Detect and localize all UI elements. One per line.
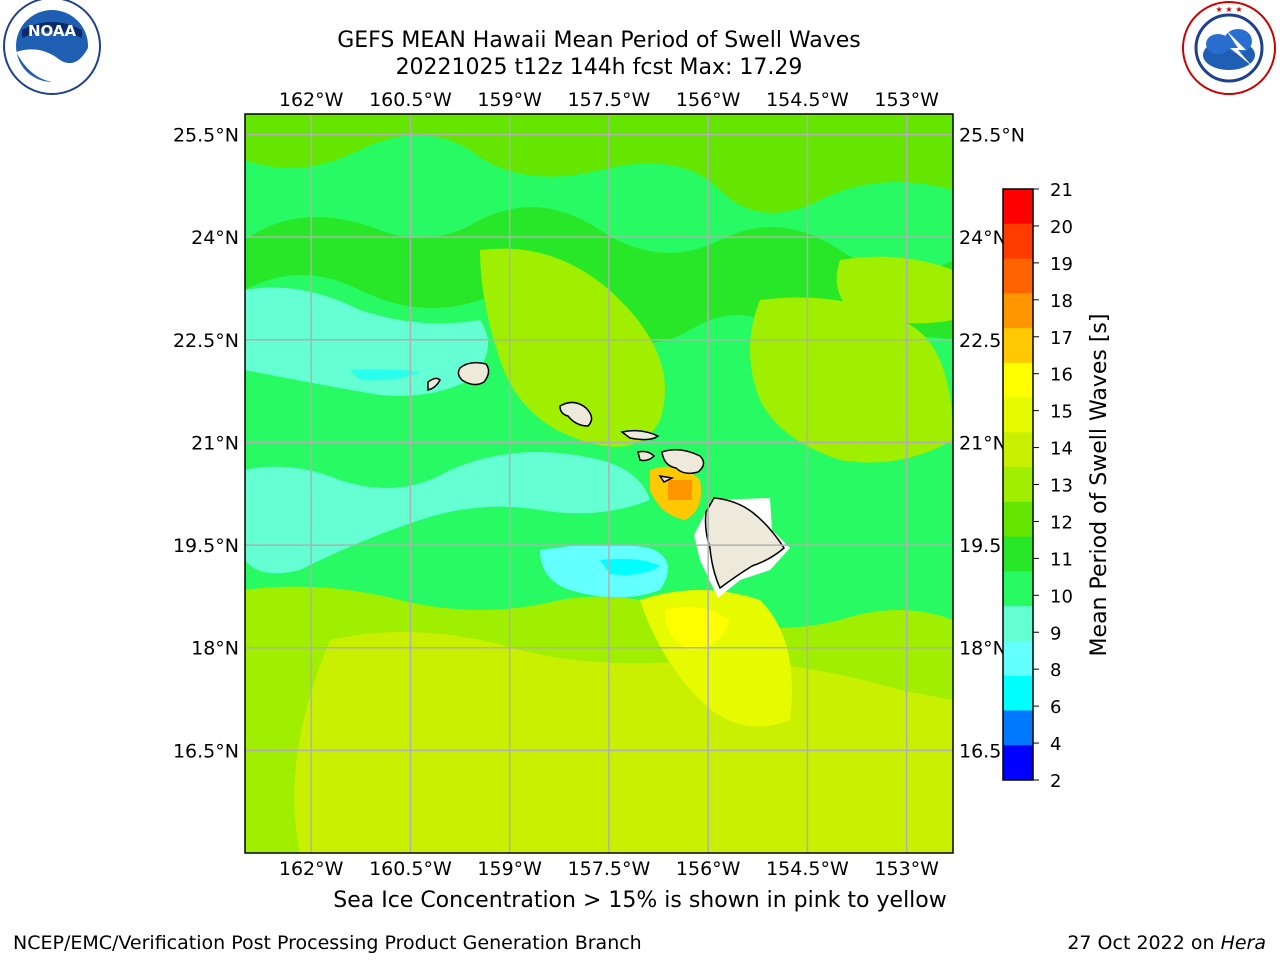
colorbar-tick-label: 18: [1050, 291, 1073, 312]
colorbar-tick-label: 8: [1050, 660, 1061, 681]
lon-label-bottom: 159°W: [477, 858, 542, 880]
colorbar-tick-label: 20: [1050, 217, 1073, 238]
lat-label-right: 24°N: [959, 227, 1007, 249]
colorbar-segment: [1003, 640, 1033, 677]
colorbar-tick-label: 21: [1050, 180, 1073, 201]
map-title: GEFS MEAN Hawaii Mean Period of Swell Wa…: [337, 28, 861, 53]
lon-label-top: 156°W: [676, 89, 741, 111]
footer-date: 27 Oct 2022 on Hera: [1067, 932, 1266, 954]
noaa-logo: NOAA: [3, 0, 101, 95]
colorbar-tick-label: 17: [1050, 328, 1073, 349]
colorbar-segment: [1003, 710, 1033, 746]
colorbar-tick-label: 6: [1050, 697, 1061, 718]
map-grid: [245, 114, 953, 853]
lon-label-bottom: 162°W: [279, 858, 344, 880]
lat-label-right: 18°N: [959, 638, 1007, 660]
lat-label-left: 22.5°N: [173, 330, 239, 352]
lat-label-left: 16.5°N: [173, 740, 239, 762]
colorbar-segment: [1003, 189, 1033, 225]
map-caption: Sea Ice Concentration > 15% is shown in …: [333, 888, 947, 913]
colorbar-segment: [1003, 397, 1033, 433]
swell-period-field: [245, 114, 953, 853]
lon-label-top: 153°W: [874, 89, 939, 111]
colorbar-tick-label: 14: [1050, 439, 1073, 460]
colorbar-segment: [1003, 258, 1033, 294]
lon-labels-top: 162°W 160.5°W 159°W 157.5°W 156°W 154.5°W 153°…: [279, 89, 939, 111]
niihau-island: [427, 377, 441, 391]
lon-label-top: 162°W: [279, 89, 344, 111]
footer-date-text: 27 Oct 2022 on: [1067, 932, 1221, 954]
lon-label-bottom: 156°W: [676, 858, 741, 880]
lon-label-bottom: 154.5°W: [766, 858, 849, 880]
colorbar-tick-label: 2: [1050, 771, 1061, 792]
colorbar-segment: [1003, 362, 1033, 399]
maui-island: [661, 449, 705, 475]
lon-label-top: 159°W: [477, 89, 542, 111]
islands: [427, 361, 785, 590]
colorbar-segment: [1003, 675, 1033, 711]
colorbar-tick-label: 9: [1050, 623, 1061, 644]
colorbar-segment: [1003, 571, 1033, 607]
molokai-island: [620, 429, 660, 441]
lon-label-top: 154.5°W: [766, 89, 849, 111]
colorbar-tick-label: 11: [1050, 549, 1073, 570]
lon-label-top: 157.5°W: [568, 89, 651, 111]
map-frame: [244, 113, 954, 854]
colorbar-tick-label: 19: [1050, 254, 1073, 275]
lat-label-left: 24°N: [191, 227, 239, 249]
colorbar-tick-label: 15: [1050, 402, 1073, 423]
colorbar-tick-label: 10: [1050, 586, 1073, 607]
oahu-island: [559, 401, 593, 427]
lon-label-bottom: 157.5°W: [568, 858, 651, 880]
colorbar-segment: [1003, 293, 1033, 329]
colorbar: 21 20 19 18 17 16 15 14 13 12 11 10 9 8 6 4 2: [1002, 180, 1073, 792]
footer-host: Hera: [1220, 932, 1266, 954]
lat-label-right: 25.5°N: [959, 125, 1025, 147]
colorbar-segment: [1003, 745, 1033, 781]
lon-label-bottom: 153°W: [874, 858, 939, 880]
colorbar-tick-label: 4: [1050, 734, 1061, 755]
colorbar-segment: [1003, 328, 1033, 364]
colorbar-segment: [1003, 606, 1033, 642]
map-subtitle: 20221025 t12z 144h fcst Max: 17.29: [396, 55, 803, 80]
lat-label-left: 21°N: [191, 432, 239, 454]
colorbar-segment: [1003, 536, 1033, 572]
lat-label-left: 19.5°N: [173, 535, 239, 557]
lon-label-bottom: 160.5°W: [369, 858, 452, 880]
lat-label-left: 18°N: [191, 638, 239, 660]
colorbar-tick-label: 12: [1050, 512, 1073, 533]
lat-labels-left: 25.5°N 24°N 22.5°N 21°N 19.5°N 18°N 16.5°N: [173, 125, 239, 763]
lat-label-right: 21°N: [959, 432, 1007, 454]
kauai-island: [457, 361, 490, 386]
lanai-island: [637, 450, 656, 462]
svg-text:★ ★ ★: ★ ★ ★: [1215, 5, 1242, 14]
big-island: [704, 497, 785, 590]
footer-credit: NCEP/EMC/Verification Post Processing Pr…: [13, 932, 642, 954]
lat-label-left: 25.5°N: [173, 125, 239, 147]
lon-label-top: 160.5°W: [369, 89, 452, 111]
colorbar-segment: [1003, 501, 1033, 538]
colorbar-tick-label: 13: [1050, 476, 1073, 497]
nws-logo: ★ ★ ★: [1182, 1, 1276, 95]
kahoolawe-island: [658, 474, 675, 483]
noaa-logo-text: NOAA: [28, 22, 77, 40]
lon-labels-bottom: 162°W 160.5°W 159°W 157.5°W 156°W 154.5°W 153°…: [279, 858, 939, 880]
colorbar-segment: [1003, 432, 1033, 468]
colorbar-segment: [1003, 223, 1033, 260]
colorbar-label: Mean Period of Swell Waves [s]: [1087, 314, 1112, 657]
colorbar-tick-label: 16: [1050, 365, 1073, 386]
colorbar-segment: [1003, 467, 1033, 503]
